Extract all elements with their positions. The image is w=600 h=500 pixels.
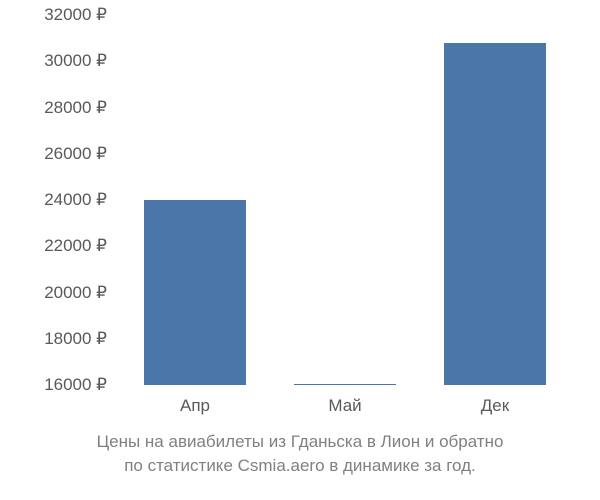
plot-area [120,15,570,385]
bar [144,200,246,385]
y-axis: 16000 ₽18000 ₽20000 ₽22000 ₽24000 ₽26000… [0,15,115,385]
bar [444,43,546,385]
bar [294,384,396,385]
y-tick-label: 24000 ₽ [44,190,107,210]
caption-line2: по статистике Csmia.aero в динамике за г… [124,456,476,475]
y-tick-label: 18000 ₽ [44,329,107,349]
x-axis: Апр Май Дек [120,390,570,420]
caption-line1: Цены на авиабилеты из Гданьска в Лион и … [97,432,504,451]
y-tick-label: 26000 ₽ [44,144,107,164]
y-tick-label: 28000 ₽ [44,98,107,118]
x-tick-label: Дек [481,396,509,416]
x-tick-label: Апр [180,396,210,416]
y-tick-label: 32000 ₽ [44,5,107,25]
x-tick-label: Май [328,396,361,416]
chart-container: 16000 ₽ 18000 ₽ 20000 ₽ 22000 ₽ 24000 ₽ 26000… [0,0,600,500]
chart-caption: Цены на авиабилеты из Гданьска в Лион и … [0,430,600,478]
y-tick-label: 22000 ₽ [44,236,107,256]
y-tick-label: 16000 ₽ [44,375,107,395]
y-tick-label: 20000 ₽ [44,283,107,303]
y-tick-label: 30000 ₽ [44,51,107,71]
